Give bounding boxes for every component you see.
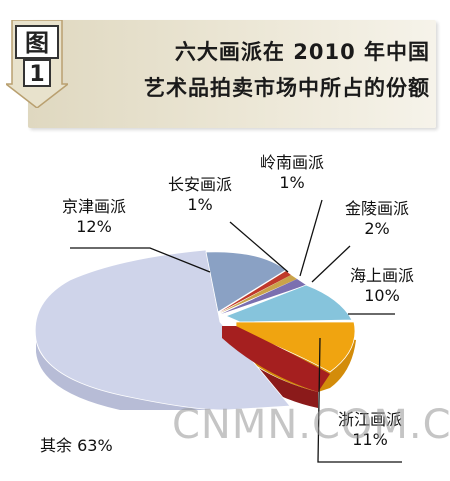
chart-title-line2: 艺术品拍卖市场中所占的份额 xyxy=(144,76,430,100)
slice-changan xyxy=(220,271,291,312)
figure-number-badge: 图 1 xyxy=(6,20,68,108)
label-qita: 其余 63% xyxy=(40,436,113,455)
slice-qita xyxy=(34,249,291,411)
slice-extra xyxy=(222,326,330,392)
figure-tag-num: 1 xyxy=(29,62,44,87)
label-jingjin-pct: 12% xyxy=(76,217,112,236)
slice-side-qita xyxy=(36,340,225,410)
label-changan-pct: 1% xyxy=(187,195,213,214)
leader-jinling xyxy=(311,245,351,283)
label-jinling-name: 金陵画派 xyxy=(345,199,410,218)
label-lingnan: 岭南画派 1% xyxy=(260,153,324,193)
label-changan: 长安画派 1% xyxy=(168,175,232,215)
chart-title-line1: 六大画派在 2010 年中国 xyxy=(174,40,430,64)
leader-lines xyxy=(70,199,402,463)
leader-changan xyxy=(229,221,289,273)
leader-lingnan xyxy=(299,199,323,277)
label-haishang-name: 海上画派 xyxy=(350,266,415,285)
label-jingjin-name: 京津画派 xyxy=(62,197,127,216)
label-jinling-pct: 2% xyxy=(364,219,390,238)
pie-chart xyxy=(34,199,402,463)
leader-jingjin xyxy=(70,247,211,273)
figure-tag-char: 图 xyxy=(25,29,49,57)
label-jinling: 金陵画派 2% xyxy=(345,199,409,239)
label-zhejiang-name: 浙江画派 xyxy=(338,410,403,429)
leader-zhejiang xyxy=(317,337,402,463)
label-haishang-pct: 10% xyxy=(364,286,400,305)
label-lingnan-name: 岭南画派 xyxy=(260,153,325,172)
label-zhejiang: 浙江画派 11% xyxy=(338,410,402,450)
label-zhejiang-pct: 11% xyxy=(352,430,388,449)
figure-header: 图 1 六大画派在 2010 年中国 艺术品拍卖市场中所占的份额 xyxy=(0,0,450,140)
watermark: CNMN.COM.C xyxy=(172,402,450,448)
title-banner xyxy=(28,20,436,128)
slice-haishang xyxy=(224,284,353,323)
label-changan-name: 长安画派 xyxy=(168,175,233,194)
label-haishang: 海上画派 10% xyxy=(350,266,414,306)
label-lingnan-pct: 1% xyxy=(279,173,305,192)
label-jingjin: 京津画派 12% xyxy=(62,197,126,237)
slice-jinling xyxy=(221,279,306,314)
slice-lingnan xyxy=(220,275,297,313)
slice-side-extra xyxy=(222,330,318,408)
